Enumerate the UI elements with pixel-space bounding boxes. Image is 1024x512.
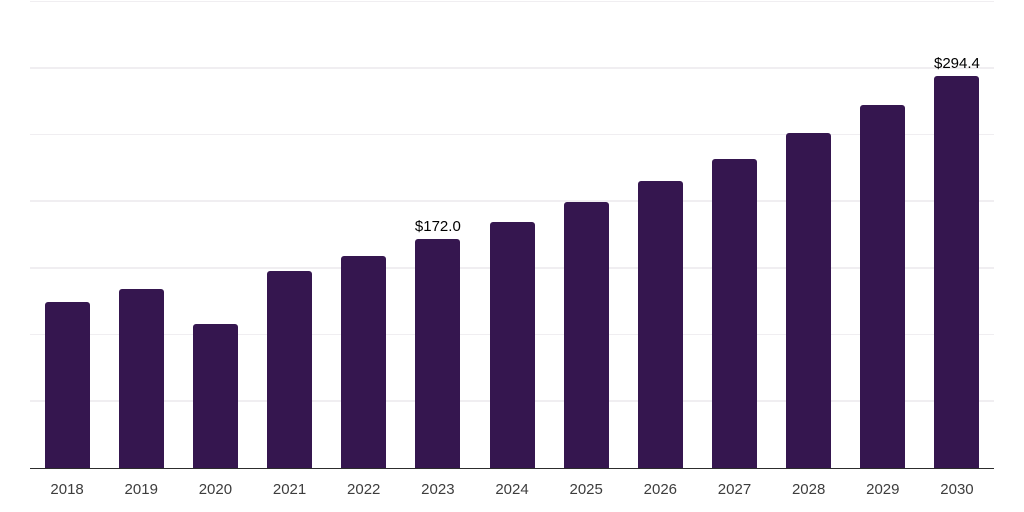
bars-container: $172.0 $294.4 — [30, 2, 994, 468]
x-tick-2025: 2025 — [569, 481, 603, 498]
x-tick-2026: 2026 — [643, 481, 678, 498]
x-tick-2019: 2019 — [124, 481, 158, 498]
x-tick-2024: 2024 — [495, 481, 529, 498]
bar-slot-2019 — [104, 2, 178, 468]
plot-area: $172.0 $294.4 — [30, 0, 994, 469]
bar-2019 — [118, 289, 164, 468]
bar-2021 — [267, 271, 313, 468]
gridline-350 — [30, 0, 994, 3]
bar-slot-2026 — [623, 2, 697, 468]
bar-slot-2030: $294.4 — [920, 2, 994, 468]
x-tick-2022: 2022 — [347, 481, 381, 498]
bar-2026 — [637, 181, 683, 468]
x-tick-2021: 2021 — [272, 481, 307, 498]
bar-2022 — [341, 255, 387, 468]
value-label-2030: $294.4 — [934, 54, 980, 72]
gridline-200 — [30, 200, 994, 202]
x-tick-2030: 2030 — [940, 481, 974, 498]
bar-2024 — [489, 221, 535, 468]
bar-slot-2021 — [252, 2, 326, 468]
bar-slot-2020 — [178, 2, 252, 468]
bar-slot-2027 — [697, 2, 771, 468]
bar-slot-2028 — [772, 2, 846, 468]
bar-slot-2029 — [846, 2, 920, 468]
bar-slot-2018 — [30, 2, 104, 468]
bar-2030 — [934, 75, 980, 468]
bar-slot-2023: $172.0 — [401, 2, 475, 468]
bar-slot-2025 — [549, 2, 623, 468]
bar-2018 — [44, 301, 90, 468]
x-axis-labels: 2018 2019 2020 2021 2022 2023 2024 2025 2026 2027… — [30, 470, 994, 512]
bar-2028 — [786, 133, 832, 468]
value-label-2023: $172.0 — [414, 217, 461, 235]
bar-slot-2022 — [327, 2, 401, 468]
bar-2020 — [192, 323, 238, 468]
gridline-250 — [30, 133, 994, 136]
bar-2023 — [415, 238, 461, 468]
bar-2027 — [711, 158, 757, 468]
gridline-300 — [30, 67, 994, 69]
x-tick-2023: 2023 — [421, 481, 455, 498]
bar-slot-2024 — [475, 2, 549, 468]
bar-2025 — [563, 201, 609, 468]
x-tick-2029: 2029 — [866, 481, 900, 498]
bar-2029 — [860, 105, 906, 468]
x-tick-2028: 2028 — [791, 481, 826, 498]
x-tick-2020: 2020 — [198, 481, 233, 498]
x-tick-2018: 2018 — [50, 481, 84, 498]
x-tick-2027: 2027 — [717, 481, 752, 498]
